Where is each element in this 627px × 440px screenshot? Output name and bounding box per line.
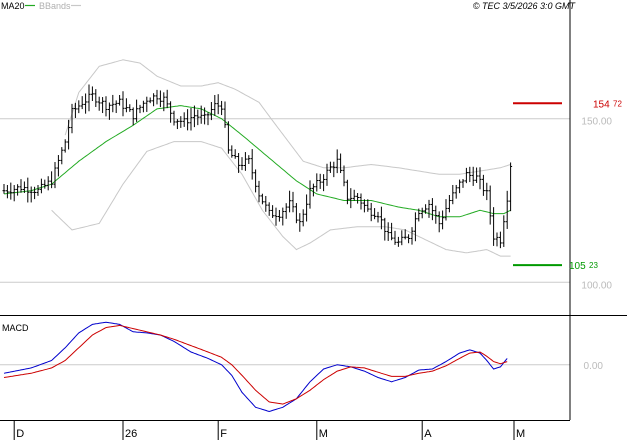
copyright-text: © TEC 3/5/2026 3:0 GMT [473,1,577,11]
macd-tick-label: 0.00 [584,361,604,372]
signal-line [3,324,508,405]
resistance-label: 154 [593,99,610,110]
ma-legend-label: MA20 [1,1,25,11]
x-tick-label: A [424,428,432,440]
price-tick-label: 100.00 [581,280,612,291]
price-bars [2,84,513,249]
x-tick-label: F [220,428,227,440]
macd-panel [3,321,508,413]
x-tick-label: D [16,428,24,440]
bollinger-bands [51,59,511,257]
price-grid [0,118,570,366]
x-axis: D 26 F M A M [13,420,525,440]
x-tick-label: M [319,428,328,440]
x-tick-label: 26 [125,428,137,440]
macd-title: MACD [2,323,29,333]
lower-band-line [51,141,511,257]
support-label: 105 [569,261,586,272]
macd-line [3,321,508,413]
ma20-line [3,105,511,218]
price-tick-label: 150.00 [581,117,612,128]
ma20-path [3,105,511,218]
resistance-label-fraction: 72 [613,99,622,108]
price-levels [513,102,562,267]
bbands-legend-label: BBands [39,1,71,11]
chart-frame [0,0,627,421]
support-label-fraction: 23 [589,261,598,270]
upper-band-line [64,59,511,175]
x-tick-label: M [516,428,525,440]
